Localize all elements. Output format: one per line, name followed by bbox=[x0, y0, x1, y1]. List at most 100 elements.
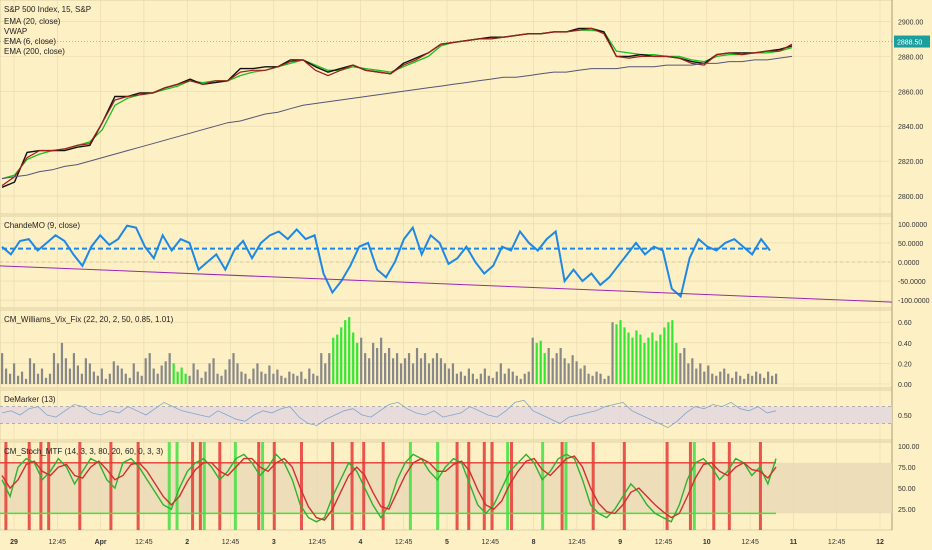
vix-bar bbox=[483, 368, 486, 384]
cmo-tick-label: -50.0000 bbox=[898, 279, 926, 286]
stoch-red-bar bbox=[27, 442, 31, 530]
vix-bar bbox=[495, 371, 498, 384]
vix-bar bbox=[64, 358, 68, 384]
vix-bar bbox=[4, 368, 8, 384]
vix-bar bbox=[220, 375, 223, 384]
vix-bar bbox=[372, 342, 375, 384]
vix-bar bbox=[675, 342, 678, 384]
vix-bar bbox=[20, 371, 24, 384]
vix-bar bbox=[148, 353, 151, 384]
vix-bar bbox=[579, 368, 582, 384]
vix-bar bbox=[76, 365, 80, 384]
stoch-red-bar bbox=[727, 442, 731, 530]
vix-bar bbox=[699, 363, 702, 384]
vix-bar bbox=[72, 353, 76, 384]
vix-bar bbox=[204, 371, 207, 384]
x-tick-label: 11 bbox=[790, 539, 798, 546]
vix-bar bbox=[751, 375, 754, 384]
vix-bar bbox=[487, 375, 490, 384]
vix-bar bbox=[1, 353, 4, 384]
vix-bar bbox=[739, 375, 742, 384]
vix-bar bbox=[583, 365, 586, 384]
vix-bar bbox=[112, 361, 115, 384]
vix-bar bbox=[619, 320, 622, 384]
stoch-green-bar bbox=[261, 442, 265, 530]
stoch-tick-label: 75.00 bbox=[898, 465, 916, 472]
stoch-red-bar bbox=[198, 442, 202, 530]
vix-bar bbox=[439, 358, 443, 384]
vix-bar bbox=[196, 369, 199, 384]
vix-bar bbox=[551, 358, 554, 384]
vix-bar bbox=[256, 363, 259, 384]
vix-bar bbox=[364, 353, 367, 384]
vix-bar bbox=[403, 358, 407, 384]
demarker-title: DeMarker (13) bbox=[4, 395, 56, 404]
vix-bar bbox=[703, 371, 706, 384]
vix-bar bbox=[679, 353, 682, 384]
stoch-green-bar bbox=[408, 442, 412, 530]
vix-bar bbox=[48, 373, 52, 384]
vix-bar bbox=[435, 353, 439, 384]
vix-bar bbox=[507, 368, 510, 384]
stoch-red-bar bbox=[39, 442, 43, 530]
x-tick-label: 12:45 bbox=[49, 539, 67, 546]
vix-bar bbox=[539, 340, 542, 384]
vix-bar bbox=[491, 377, 494, 384]
stoch-red-bar bbox=[109, 442, 113, 530]
stoch-red-bar bbox=[331, 442, 335, 530]
vix-bar bbox=[160, 365, 163, 384]
x-tick-label: 12:45 bbox=[482, 539, 500, 546]
vix-bar bbox=[447, 368, 451, 384]
vix-bar bbox=[631, 337, 634, 384]
stoch-red-bar bbox=[47, 442, 51, 530]
stoch-red-bar bbox=[191, 442, 195, 530]
stoch-red-bar bbox=[350, 442, 354, 530]
vix-bar bbox=[180, 367, 183, 384]
vix-bar bbox=[380, 337, 383, 384]
x-tick-label: 4 bbox=[358, 539, 362, 546]
stoch-green-bar bbox=[175, 442, 179, 530]
vix-bar bbox=[643, 342, 646, 384]
cmo-tick-label: 100.0000 bbox=[898, 222, 927, 229]
stoch-tick-label: 100.00 bbox=[898, 444, 920, 451]
vix-bar bbox=[595, 371, 598, 384]
stoch-green-bar bbox=[692, 442, 696, 530]
vix-bar bbox=[284, 377, 287, 384]
vix-bar bbox=[763, 377, 766, 384]
vix-bar bbox=[208, 363, 211, 384]
vix-tick-label: 0.60 bbox=[898, 320, 912, 327]
vix-title: CM_Williams_Vix_Fix (22, 20, 2, 50, 0.85… bbox=[4, 315, 174, 324]
cmo-tick-label: 50.0000 bbox=[898, 241, 923, 248]
stoch-red-bar bbox=[482, 442, 486, 530]
vix-bar bbox=[603, 378, 606, 384]
vix-bar bbox=[755, 371, 758, 384]
vix-bar bbox=[252, 368, 255, 384]
vix-bar bbox=[547, 347, 550, 384]
vix-bar bbox=[36, 373, 40, 384]
vix-bar bbox=[344, 320, 347, 384]
price-tick-label: 2900.00 bbox=[898, 19, 923, 26]
vix-bar bbox=[104, 378, 107, 384]
x-tick-label: 12:45 bbox=[308, 539, 326, 546]
vix-bar bbox=[52, 353, 56, 384]
vix-bar bbox=[559, 347, 562, 384]
vix-bar bbox=[663, 327, 666, 384]
vix-bar bbox=[24, 378, 28, 384]
vix-bar bbox=[695, 368, 698, 384]
vix-bar bbox=[419, 358, 423, 384]
vix-bar bbox=[519, 378, 522, 384]
vix-bar bbox=[431, 358, 435, 384]
stoch-red-bar bbox=[381, 442, 385, 530]
vix-bar bbox=[172, 363, 175, 384]
vix-bar bbox=[292, 373, 295, 384]
vix-bar bbox=[16, 375, 20, 384]
price-tick-label: 2840.00 bbox=[898, 124, 923, 131]
cmo-trend-line bbox=[0, 265, 893, 303]
x-tick-label: 12:45 bbox=[655, 539, 673, 546]
x-tick-label: 2 bbox=[185, 539, 189, 546]
price-tick-label: 2800.00 bbox=[898, 194, 923, 201]
vix-bar bbox=[647, 337, 650, 384]
vix-bar bbox=[759, 373, 762, 384]
